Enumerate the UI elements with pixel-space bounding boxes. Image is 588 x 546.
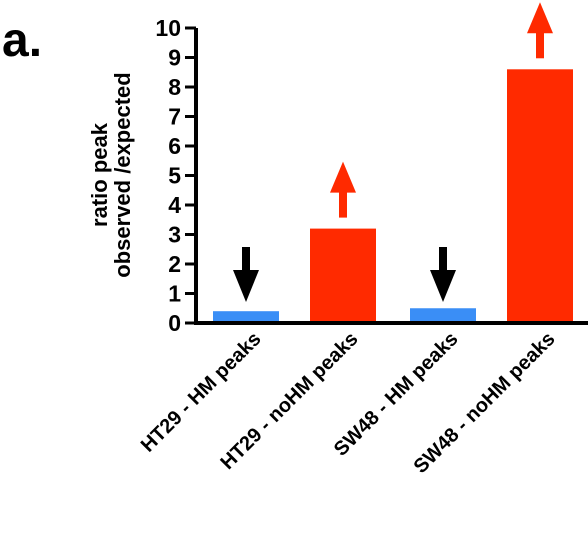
bar xyxy=(507,69,573,323)
up-arrow-icon xyxy=(527,2,553,34)
up-arrow-icon xyxy=(330,161,356,193)
trend-arrows xyxy=(233,2,553,302)
bar xyxy=(410,308,476,323)
bar xyxy=(213,311,279,323)
y-tick-label: 4 xyxy=(168,192,181,218)
y-axis-label-line-2: observed /expected xyxy=(110,72,135,277)
y-tick-label: 3 xyxy=(168,222,181,248)
y-tick-label: 5 xyxy=(168,163,181,189)
y-tick-label: 6 xyxy=(168,133,181,159)
y-tick-label: 2 xyxy=(168,251,181,277)
y-axis-ticks: 0 1 2 3 4 5 6 7 8 9 10 xyxy=(155,15,196,336)
y-tick-label: 7 xyxy=(168,104,181,130)
y-tick-label: 1 xyxy=(168,281,181,307)
bar xyxy=(310,228,376,323)
y-axis-label-line-1: ratio peak xyxy=(87,122,112,227)
y-tick-label: 9 xyxy=(168,45,181,71)
y-tick-label: 10 xyxy=(155,15,181,41)
y-tick-label: 0 xyxy=(168,310,181,336)
panel-label: a. xyxy=(2,14,42,67)
down-arrow-icon xyxy=(233,270,259,302)
bars xyxy=(213,69,573,323)
down-arrow-icon xyxy=(430,270,456,302)
y-tick-label: 8 xyxy=(168,74,181,100)
